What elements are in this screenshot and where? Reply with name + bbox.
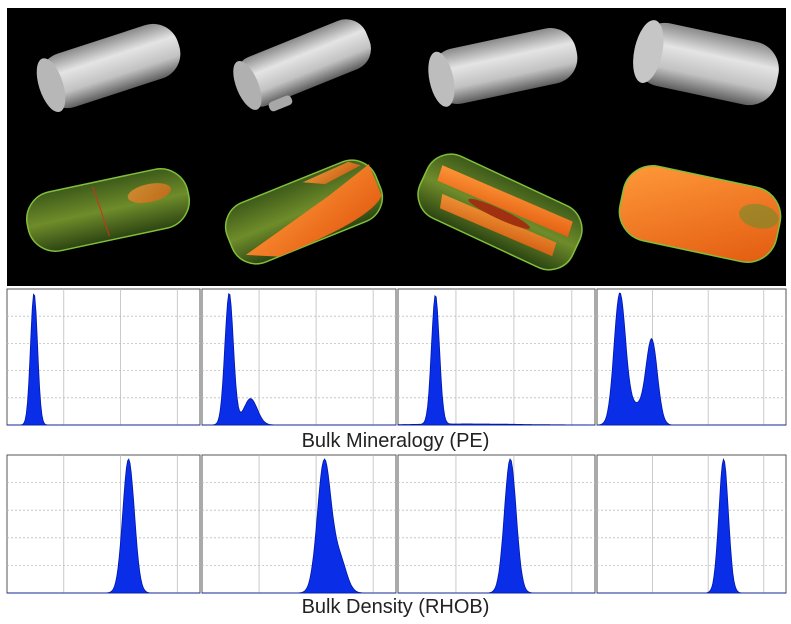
histogram-frame [397,454,596,594]
grey-core-4 [633,20,779,106]
histogram-area [398,458,595,594]
rhob-histogram-3 [397,454,596,594]
histogram-frame [201,454,397,594]
pe-histogram-1 [6,288,201,426]
rhob-histogram-1 [6,454,201,594]
grey-core-2 [233,19,372,112]
pe-histogram-row [6,288,787,426]
histogram-area [397,294,595,426]
histogram-area [596,292,786,426]
histogram-area [7,458,200,594]
histogram-frame [596,454,787,594]
pe-caption: Bulk Mineralogy (PE) [301,430,490,452]
color-core-2 [224,159,384,265]
grey-ct-row [36,19,779,113]
pe-histogram-4 [596,288,787,426]
color-ct-row [26,153,782,271]
histogram-area [202,458,396,594]
grey-core-3 [428,28,578,107]
rhob-histogram-4 [596,454,787,594]
rhob-histogram-row [6,454,787,594]
rhob-caption: Bulk Density (RHOB) [301,596,490,618]
histogram-frame [6,454,201,594]
rhob-histogram-2 [201,454,397,594]
color-core-1 [26,168,190,252]
color-core-4 [618,165,782,263]
histogram-area [597,457,786,594]
grey-core-1 [36,23,181,113]
histogram-area [7,293,200,426]
histogram-area [202,292,396,426]
pe-histogram-2 [201,288,397,426]
color-core-3 [417,153,583,271]
pe-histogram-3 [397,288,596,426]
